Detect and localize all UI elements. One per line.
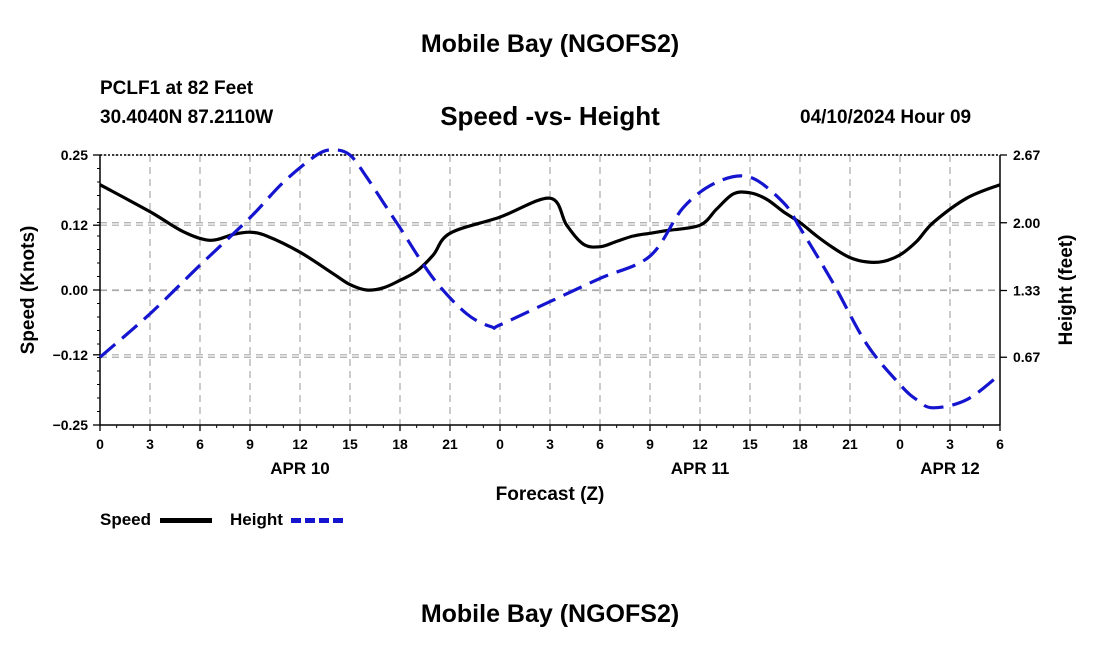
x-tick-label: 12: [292, 436, 308, 452]
x-tick-label: 12: [692, 436, 708, 452]
x-tick-label: 0: [896, 436, 904, 452]
x-tick-label: 6: [596, 436, 604, 452]
legend-speed-label: Speed: [100, 510, 152, 529]
speed-series-line: [99, 183, 1001, 292]
x-tick-label: 18: [792, 436, 808, 452]
chart-subtitle: Speed -vs- Height: [440, 101, 660, 131]
y2-tick-label: 2.00: [1013, 215, 1040, 231]
y-tick-label: −0.12: [53, 347, 89, 363]
y-axis-label: Speed (Knots): [18, 226, 39, 355]
y2-tick-label: 2.67: [1013, 147, 1040, 163]
x-tick-label: 3: [946, 436, 954, 452]
date-label: APR 11: [671, 459, 730, 478]
footer-title: Mobile Bay (NGOFS2): [420, 600, 680, 628]
x-tick-label: 21: [442, 436, 458, 452]
x-tick-label: 0: [496, 436, 504, 452]
y-tick-label: 0.00: [61, 282, 88, 298]
legend-height-swatch: [291, 518, 343, 523]
legend-height-label: Height: [230, 510, 283, 529]
x-tick-label: 0: [96, 436, 104, 452]
x-tick-label: 3: [546, 436, 554, 452]
x-tick-label: 18: [392, 436, 408, 452]
height-series-line: [98, 148, 1001, 410]
x-tick-label: 15: [742, 436, 758, 452]
x-tick-label: 6: [996, 436, 1004, 452]
y2-axis-label: Height (feet): [1056, 235, 1077, 346]
x-tick-label: 21: [842, 436, 858, 452]
y2-tick-label: 1.33: [1013, 283, 1040, 299]
x-tick-label: 9: [646, 436, 654, 452]
date-label: APR 10: [270, 459, 330, 478]
x-tick-label: 3: [146, 436, 154, 452]
x-axis-label: Forecast (Z): [496, 484, 605, 505]
y-tick-label: 0.12: [61, 217, 88, 233]
x-tick-label: 6: [196, 436, 204, 452]
forecast-datetime: 04/10/2024 Hour 09: [800, 107, 972, 128]
chart-main-title: Mobile Bay (NGOFS2): [420, 30, 680, 58]
y2-tick-label: 0.67: [1013, 349, 1040, 365]
x-tick-label: 15: [342, 436, 358, 452]
date-label: APR 12: [920, 459, 980, 478]
y-tick-label: −0.25: [53, 417, 89, 433]
station-label: PCLF1 at 82 Feet: [100, 78, 254, 99]
y-tick-label: 0.25: [61, 147, 88, 163]
x-tick-label: 9: [246, 436, 254, 452]
coordinates-label: 30.4040N 87.2110W: [100, 107, 274, 128]
legend-speed-swatch: [160, 518, 212, 523]
